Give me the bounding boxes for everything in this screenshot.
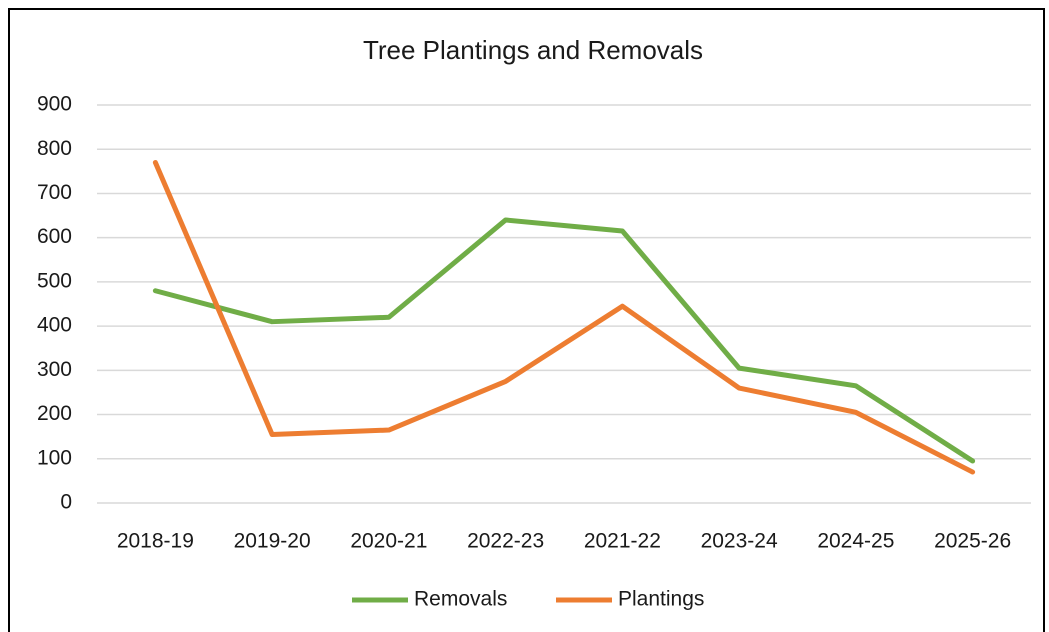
- legend-label: Plantings: [618, 588, 704, 611]
- chart-title: Tree Plantings and Removals: [363, 35, 703, 65]
- y-tick-label: 700: [37, 181, 72, 204]
- chart-frame: [8, 8, 1045, 632]
- x-tick-label: 2019-20: [234, 530, 311, 553]
- y-tick-label: 100: [37, 446, 72, 469]
- y-tick-label: 300: [37, 358, 72, 381]
- x-tick-label: 2024-25: [817, 530, 894, 553]
- x-tick-label: 2025-26: [934, 530, 1011, 553]
- x-tick-label: 2020-21: [350, 530, 427, 553]
- x-tick-label: 2021-22: [584, 530, 661, 553]
- y-tick-label: 800: [37, 137, 72, 160]
- y-tick-label: 200: [37, 402, 72, 425]
- y-tick-label: 500: [37, 269, 72, 292]
- legend-label: Removals: [414, 588, 507, 611]
- x-tick-label: 2022-23: [467, 530, 544, 553]
- y-tick-label: 900: [37, 93, 72, 116]
- x-tick-label: 2023-24: [701, 530, 778, 553]
- series-line: [152, 217, 976, 464]
- x-tick-label: 2018-19: [117, 530, 194, 553]
- series-line: [152, 159, 976, 475]
- y-tick-label: 400: [37, 314, 72, 337]
- y-tick-label: 0: [60, 491, 72, 514]
- y-tick-label: 600: [37, 225, 72, 248]
